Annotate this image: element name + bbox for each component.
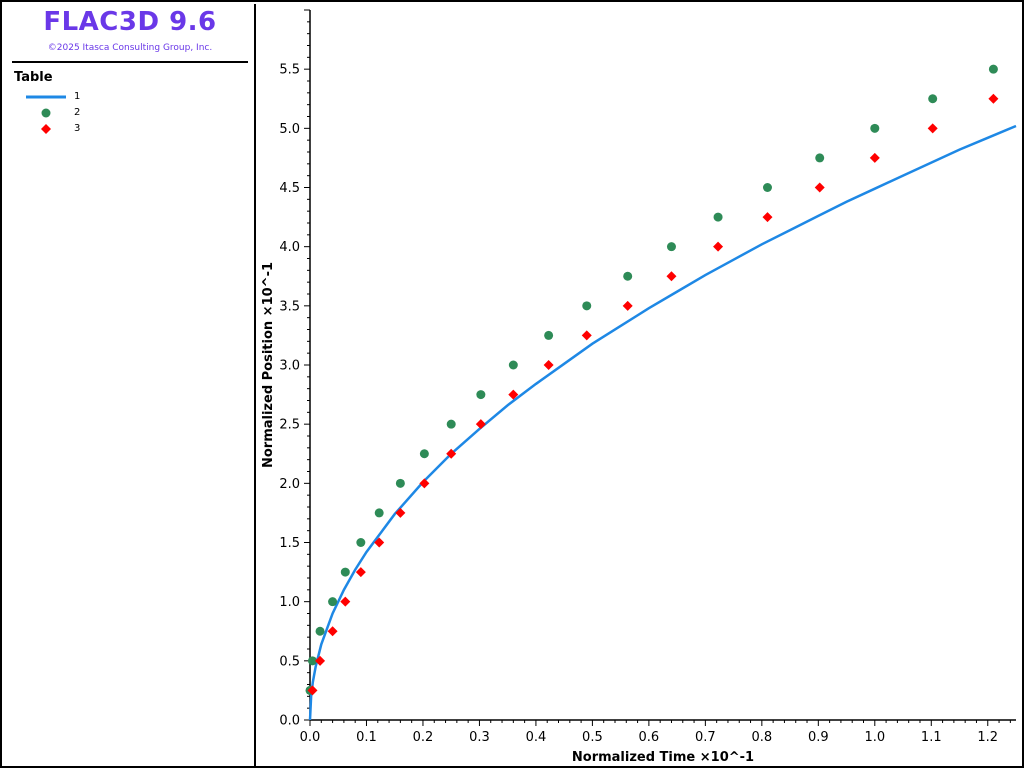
- x-tick-label: 0.6: [639, 730, 660, 745]
- y-tick-label: 4.0: [279, 240, 300, 255]
- series-2-point: [713, 212, 723, 222]
- series-2-point: [374, 508, 384, 518]
- series-3-point: [419, 478, 430, 489]
- y-tick-label: 2.0: [279, 477, 300, 492]
- y-tick-label: 5.0: [279, 122, 300, 137]
- axes: 0.0 0.1 0.2 0.3 0.4 0.5 0.6 0.7 0.8 0.9 1.0 1.1 1.2 0…: [279, 9, 1016, 745]
- series-2-point: [666, 242, 676, 252]
- series-3-point: [327, 626, 338, 637]
- title-divider: [12, 61, 248, 63]
- series-3-point: [622, 300, 633, 311]
- x-axis-title: Normalized Time ×10^-1: [572, 750, 754, 765]
- x-tick-label: 1.1: [921, 730, 942, 745]
- series-3-point: [666, 271, 677, 282]
- legend-circle-icon: [41, 108, 51, 118]
- y-tick-label: 2.5: [279, 418, 300, 433]
- chart[interactable]: 0.0 0.1 0.2 0.3 0.4 0.5 0.6 0.7 0.8 0.9 1.0 1.1 1.2 0…: [258, 4, 1024, 768]
- series-3-point: [762, 212, 773, 223]
- legend-heading: Table: [14, 70, 53, 85]
- series-3-point: [395, 507, 406, 518]
- series-3-point: [475, 419, 486, 430]
- legend-label-2: 2: [74, 107, 81, 118]
- series-3-point: [869, 152, 880, 163]
- x-tick-label: 0.7: [695, 730, 716, 745]
- y-tick-label: 1.5: [279, 536, 300, 551]
- legend-label-3: 3: [74, 123, 81, 134]
- series-3-point: [355, 567, 366, 578]
- series-2-point: [870, 123, 880, 133]
- series-3-point: [340, 596, 351, 607]
- y-axis-title: Normalized Position ×10^-1: [261, 262, 276, 468]
- x-tick-label: 0.8: [751, 730, 772, 745]
- x-tick-label: 0.0: [300, 730, 321, 745]
- series-2-point: [340, 567, 350, 577]
- y-tick-label: 0.0: [279, 714, 300, 729]
- series-3-point: [581, 330, 592, 341]
- x-tick-label: 0.9: [808, 730, 829, 745]
- y-tick-label: 3.5: [279, 299, 300, 314]
- y-tick-label: 1.0: [279, 595, 300, 610]
- series-2-point: [544, 330, 554, 340]
- series-2-point: [307, 656, 317, 666]
- y-tick-label: 5.5: [279, 63, 300, 78]
- series-2-point: [315, 626, 325, 636]
- x-tick-label: 0.1: [356, 730, 377, 745]
- series-3-point: [508, 389, 519, 400]
- series-2-point: [508, 360, 518, 370]
- series-3-point: [307, 685, 318, 696]
- legend-diamond-icon: [41, 124, 51, 134]
- x-tick-label: 1.2: [977, 730, 998, 745]
- series-3-point: [988, 93, 999, 104]
- series-2-point: [623, 271, 633, 281]
- series-3-point: [543, 360, 554, 370]
- series-3-point: [927, 123, 938, 134]
- legend-panel: FLAC3D 9.6 ©2025 Itasca Consulting Group…: [4, 4, 256, 768]
- series-2-point: [419, 449, 429, 459]
- y-tick-label: 4.5: [279, 181, 300, 196]
- plot-area[interactable]: 0.0 0.1 0.2 0.3 0.4 0.5 0.6 0.7 0.8 0.9 1.0 1.1 1.2 0…: [258, 4, 1024, 768]
- x-tick-label: 0.5: [582, 730, 603, 745]
- y-tick-label: 0.5: [279, 654, 300, 669]
- x-tick-label: 0.4: [526, 730, 547, 745]
- legend-label-1: 1: [74, 91, 81, 102]
- series-layer: [305, 64, 1017, 721]
- series-3-point: [713, 241, 724, 252]
- y-tick-label: 3.0: [279, 359, 300, 374]
- series-2-point: [476, 390, 486, 400]
- series-2-point: [815, 153, 825, 163]
- app-title: FLAC3D 9.6: [43, 7, 217, 37]
- series-2-point: [395, 478, 405, 488]
- legend-line-icon: [26, 95, 66, 99]
- series-2-point: [762, 183, 772, 192]
- x-tick-label: 0.2: [413, 730, 434, 745]
- series-2-point: [328, 597, 338, 607]
- series-3-point: [446, 448, 457, 459]
- series-2-point: [356, 538, 366, 547]
- app-copyright: ©2025 Itasca Consulting Group, Inc.: [47, 43, 213, 53]
- series-1-line: [308, 124, 1017, 721]
- series-2-point: [988, 64, 998, 74]
- series-2-point: [928, 94, 938, 104]
- x-tick-label: 1.0: [864, 730, 885, 745]
- legend-item-2[interactable]: 2: [24, 106, 224, 120]
- legend-item-1[interactable]: 1: [24, 90, 224, 104]
- series-3-point: [814, 182, 825, 193]
- series-2-point: [446, 419, 456, 429]
- series-3-point: [374, 537, 385, 548]
- series-2-point: [582, 301, 592, 311]
- legend-item-3[interactable]: 3: [24, 122, 224, 136]
- series-3-point: [315, 655, 326, 666]
- x-tick-label: 0.3: [469, 730, 490, 745]
